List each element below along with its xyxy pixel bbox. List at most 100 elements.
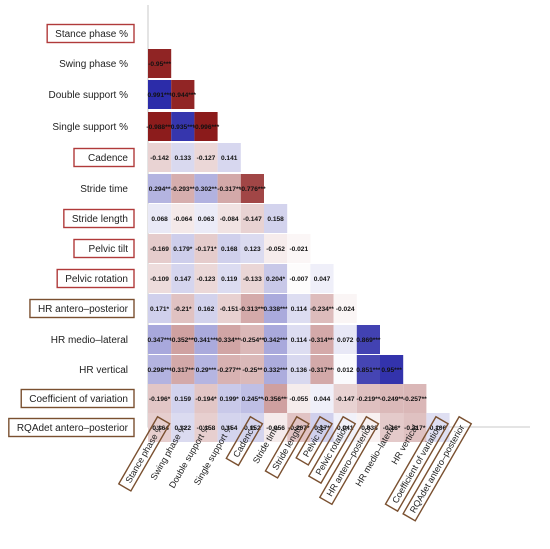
cell-label-5-4: -0.776***: [239, 186, 266, 193]
cell-label-12-2: -0.194*: [195, 396, 217, 403]
cell-10-9: [356, 325, 380, 354]
cell-label-7-3: 0.168: [221, 246, 238, 253]
cell-6-1: [171, 204, 195, 233]
cell-label-8-0: -0.109: [150, 276, 169, 283]
cell-label-12-6: -0.055: [289, 396, 308, 403]
cell-label-7-4: 0.123: [244, 246, 261, 253]
cell-9-5: [264, 294, 288, 323]
cell-label-8-2: -0.123: [197, 276, 216, 283]
cell-label-10-3: -0.334***: [216, 337, 243, 344]
cell-label-10-1: -0.352***: [170, 337, 197, 344]
cell-13-2: [194, 413, 218, 442]
cell-1-0: [148, 49, 172, 78]
cell-label-4-1: 0.133: [175, 155, 192, 162]
cell-13-8: [333, 413, 357, 442]
cell-12-8: [333, 384, 357, 413]
cell-label-9-2: 0.162: [198, 306, 215, 313]
cell-9-8: [333, 294, 357, 323]
row-label-cadence: Cadence: [88, 153, 128, 164]
cell-label-13-9: -0.038: [359, 425, 378, 432]
cell-label-12-9: -0.219**: [356, 396, 380, 403]
row-label-pelvic-rotation: Pelvic rotation: [65, 274, 128, 285]
cell-label-3-0: -0.988***: [146, 124, 173, 131]
cell-label-10-9: 0.869***: [356, 337, 381, 344]
cell-label-11-2: 0.29***: [196, 367, 217, 374]
row-label-hr-antero-posterior: HR antero–posterior: [38, 304, 129, 315]
cell-12-6: [287, 384, 311, 413]
cell-11-0: [148, 355, 172, 384]
cell-label-13-8: 0.041: [337, 425, 354, 432]
cell-label-10-8: 0.072: [337, 337, 354, 344]
cell-13-10: [380, 413, 404, 442]
cell-11-5: [264, 355, 288, 384]
cell-6-4: [240, 204, 264, 233]
cell-13-11: [403, 413, 427, 442]
cell-8-1: [171, 264, 195, 293]
cell-label-13-3: 0.154: [221, 425, 238, 432]
cell-9-7: [310, 294, 334, 323]
cell-label-7-1: 0.179*: [173, 246, 193, 253]
cell-13-6: [287, 413, 311, 442]
cell-9-3: [217, 294, 241, 323]
cell-11-7: [310, 355, 334, 384]
cell-4-1: [171, 143, 195, 172]
cell-label-6-3: -0.084: [220, 216, 239, 223]
cell-12-3: [217, 384, 241, 413]
cell-label-10-0: 0.347***: [147, 337, 172, 344]
cell-label-10-2: 0.341***: [194, 337, 219, 344]
cell-label-6-0: 0.068: [151, 216, 168, 223]
cell-4-0: [148, 143, 172, 172]
cell-label-12-1: 0.159: [175, 396, 192, 403]
cell-label-11-9: 0.851***: [356, 367, 381, 374]
cell-label-13-10: -0.18*: [383, 425, 401, 432]
cell-11-8: [333, 355, 357, 384]
cell-label-6-2: 0.063: [198, 216, 215, 223]
cell-label-9-3: -0.151: [220, 306, 239, 313]
cell-8-3: [217, 264, 241, 293]
cell-11-6: [287, 355, 311, 384]
cell-8-7: [310, 264, 334, 293]
cell-9-0: [148, 294, 172, 323]
cell-label-12-4: 0.245**: [242, 396, 264, 403]
cell-label-11-8: 0.012: [337, 367, 354, 374]
cell-label-11-0: 0.298***: [147, 367, 172, 374]
row-label-pelvic-tilt: Pelvic tilt: [89, 244, 129, 255]
cell-label-6-5: 0.158: [267, 216, 284, 223]
cell-label-10-5: 0.342***: [263, 337, 288, 344]
cell-10-0: [148, 325, 172, 354]
row-label-swing-phase: Swing phase %: [59, 59, 128, 70]
cell-8-5: [264, 264, 288, 293]
row-highlight-rqadet-antero-posterior: [8, 417, 135, 438]
cell-label-3-1: 0.935***: [171, 124, 196, 131]
row-highlight-pelvic-rotation: [56, 268, 135, 289]
cell-label-13-5: -0.056: [266, 425, 285, 432]
cell-13-12: [426, 413, 450, 442]
cell-label-13-1: 0.122: [175, 425, 192, 432]
cell-12-9: [356, 384, 380, 413]
cell-label-10-7: -0.314***: [309, 337, 336, 344]
cell-6-5: [264, 204, 288, 233]
cell-13-5: [264, 413, 288, 442]
cell-label-6-4: -0.147: [243, 216, 262, 223]
cell-3-2: [194, 112, 218, 141]
cell-9-1: [171, 294, 195, 323]
cell-12-0: [148, 384, 172, 413]
row-highlight-pelvic-tilt: [73, 238, 135, 259]
cell-label-9-0: 0.171*: [150, 306, 170, 313]
cell-13-0: [148, 413, 172, 442]
cell-label-4-3: 0.141: [221, 155, 238, 162]
cell-3-0: [148, 112, 172, 141]
cell-label-9-4: -0.313***: [239, 306, 266, 313]
cell-label-11-7: -0.317***: [309, 367, 336, 374]
cell-label-11-4: -0.25**: [242, 367, 263, 374]
cell-12-10: [380, 384, 404, 413]
cell-label-7-0: -0.169: [150, 246, 169, 253]
row-label-coefficient-of-variation: Coefficient of variation: [29, 394, 128, 405]
cell-12-1: [171, 384, 195, 413]
cell-10-6: [287, 325, 311, 354]
col-highlight-cadence: [225, 415, 264, 467]
cell-label-12-8: -0.147: [336, 396, 355, 403]
cell-7-1: [171, 234, 195, 263]
cell-label-13-0: -0.164: [150, 425, 169, 432]
cell-10-2: [194, 325, 218, 354]
